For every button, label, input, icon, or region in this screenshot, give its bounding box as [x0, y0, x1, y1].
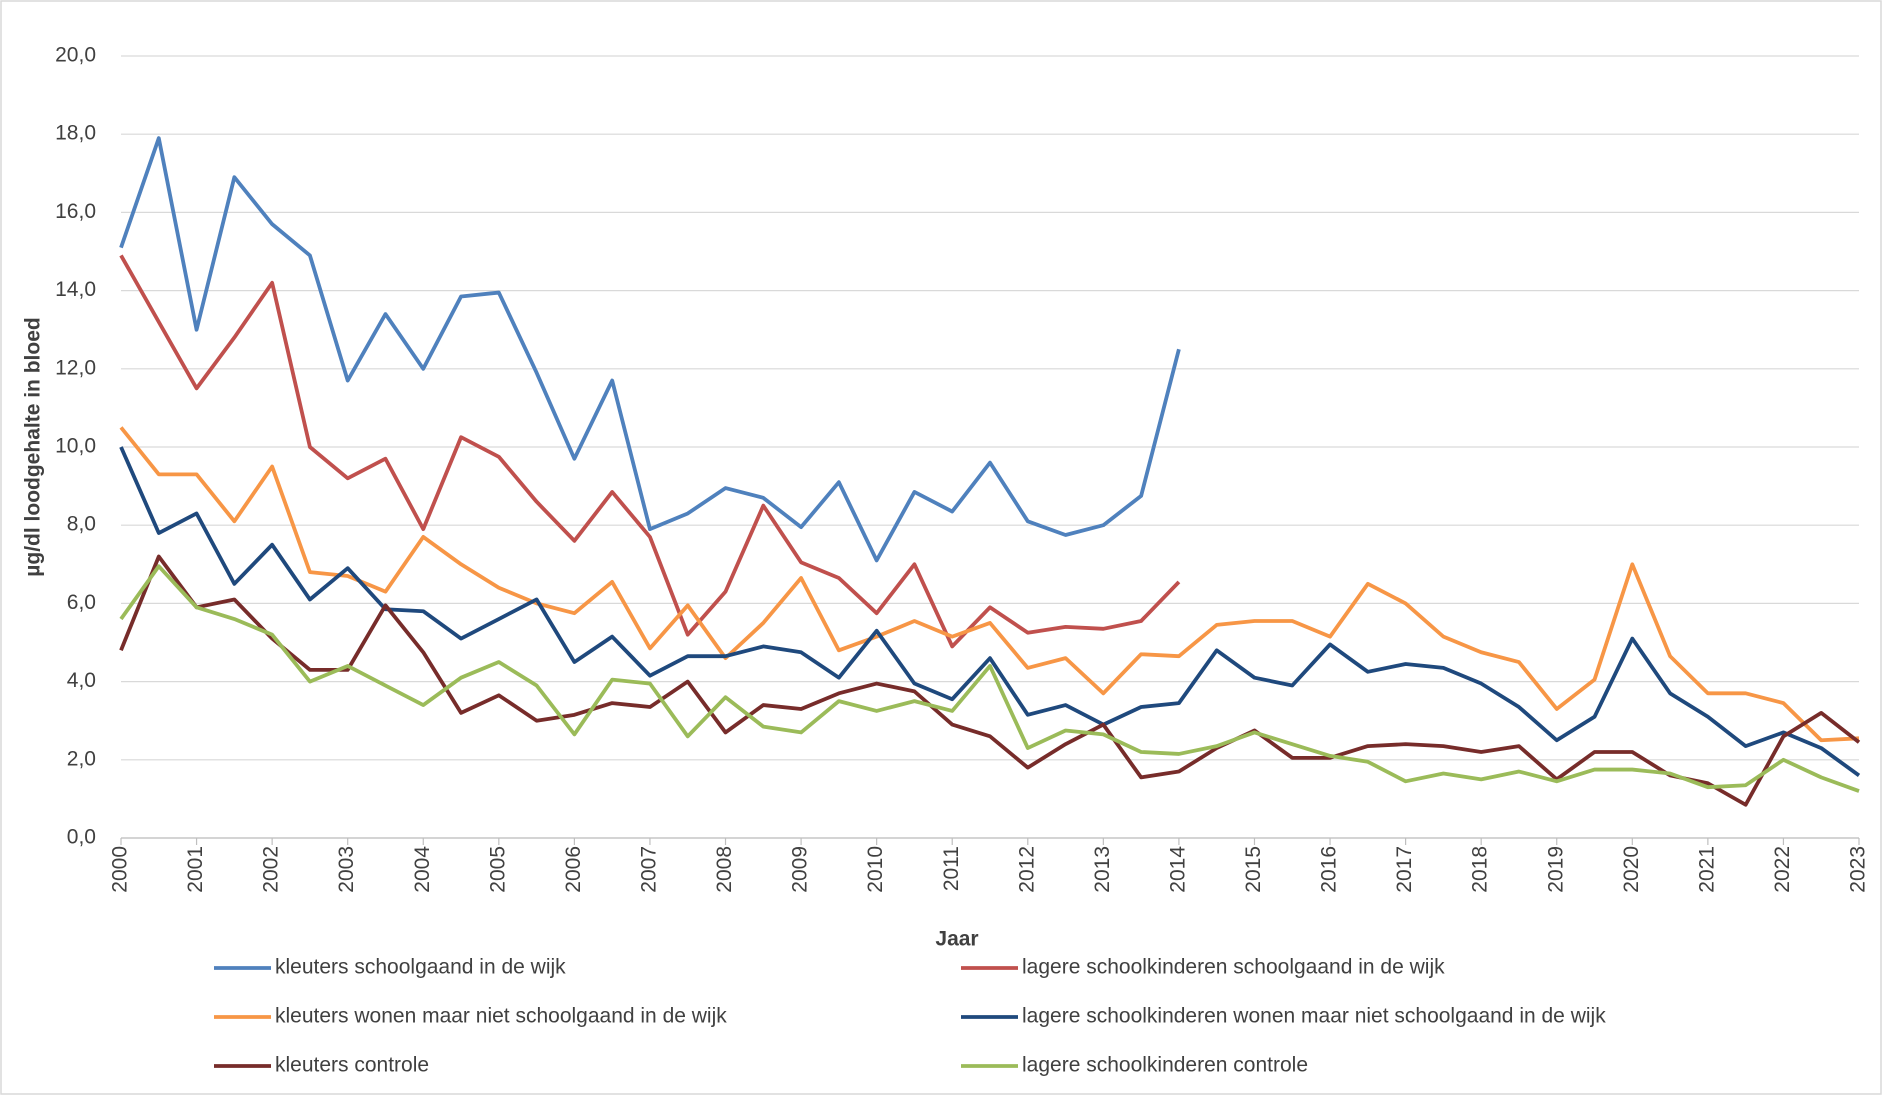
- series-line: [119, 554, 1861, 807]
- y-tick-label: 0,0: [67, 826, 96, 849]
- x-axis-title: Jaar: [935, 928, 978, 951]
- legend-label: kleuters wonen maar niet schoolgaand in …: [275, 1005, 727, 1028]
- x-tick-label: 2002: [260, 846, 283, 893]
- y-tick-label: 10,0: [55, 435, 96, 458]
- y-axis-title: µg/dl loodgehalte in bloed: [22, 317, 45, 576]
- x-tick-label: 2021: [1695, 846, 1718, 893]
- x-tick-label: 2011: [940, 846, 963, 891]
- y-tick-label: 2,0: [67, 747, 96, 770]
- x-tick-label: 2015: [1242, 846, 1265, 893]
- x-tick-label: 2005: [486, 846, 509, 893]
- x-tick-label: 2019: [1544, 846, 1567, 893]
- x-tick-label: 2003: [335, 846, 358, 893]
- x-tick-label: 2017: [1393, 846, 1416, 893]
- y-tick-label: 8,0: [67, 513, 96, 536]
- y-tick-label: 14,0: [55, 278, 96, 301]
- x-tick-label: 2022: [1771, 846, 1794, 893]
- legend-label: lagere schoolkinderen controle: [1022, 1054, 1308, 1077]
- legend-label: lagere schoolkinderen schoolgaand in de …: [1022, 956, 1445, 979]
- series-line: [119, 446, 1861, 777]
- legend-label: kleuters controle: [275, 1054, 429, 1077]
- x-tick-label: 2010: [864, 846, 887, 893]
- x-tick-label: 2012: [1015, 846, 1038, 893]
- x-tick-label: 2007: [638, 846, 661, 893]
- x-tick-label: 2009: [789, 846, 812, 893]
- y-tick-label: 20,0: [55, 44, 96, 67]
- y-tick-label: 16,0: [55, 200, 96, 223]
- series-line: [119, 564, 1860, 793]
- x-tick-label: 2013: [1091, 846, 1114, 893]
- x-tick-label: 2006: [562, 846, 585, 893]
- series-line: [119, 254, 1181, 649]
- x-tick-label: 2004: [411, 846, 434, 893]
- x-tick-label: 2016: [1318, 846, 1341, 893]
- legend-label: lagere schoolkinderen wonen maar niet sc…: [1022, 1005, 1606, 1028]
- y-tick-label: 4,0: [67, 669, 96, 692]
- x-tick-label: 2008: [713, 846, 736, 893]
- y-tick-label: 18,0: [55, 122, 96, 145]
- x-tick-label: 2001: [184, 846, 207, 893]
- x-tick-label: 2014: [1166, 846, 1189, 893]
- series-line: [119, 136, 1181, 563]
- x-tick-label: 2000: [109, 846, 132, 893]
- y-tick-label: 6,0: [67, 591, 96, 614]
- y-tick-label: 12,0: [55, 356, 96, 379]
- legend-label: kleuters schoolgaand in de wijk: [275, 956, 566, 979]
- series-line: [119, 426, 1860, 743]
- x-tick-label: 2018: [1469, 846, 1492, 893]
- x-tick-label: 2020: [1620, 846, 1643, 893]
- x-tick-label: 2023: [1847, 846, 1870, 893]
